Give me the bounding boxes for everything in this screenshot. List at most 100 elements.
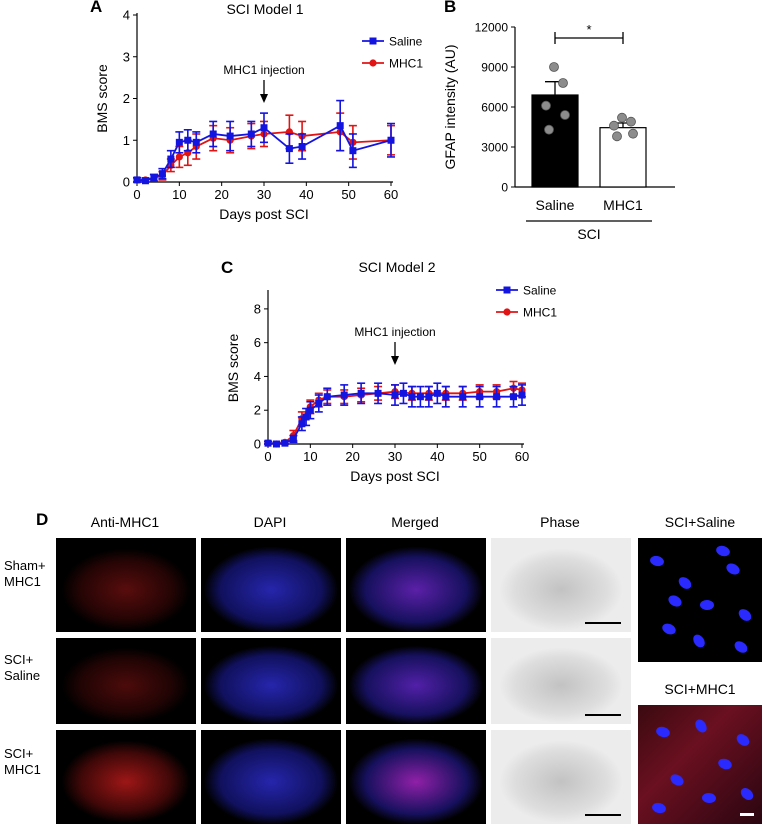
inset-sci-saline (638, 538, 762, 662)
nucleus (650, 801, 668, 815)
category-label: Saline (536, 197, 575, 213)
data-point (549, 62, 559, 72)
y-tick-label: 0 (254, 437, 261, 452)
nucleus (666, 593, 684, 609)
chart-c: 0 10 20 30 40 50 60 0 2 4 6 8 Days post SCI BMS score… (225, 259, 557, 484)
data-point (167, 155, 175, 163)
col-header-phase: Phase (540, 514, 580, 530)
data-point (518, 391, 526, 399)
chart-a: 0 10 20 30 40 50 60 0 1 2 3 4 Days post SCI BMS score… (94, 1, 423, 222)
data-point (289, 435, 297, 443)
y-tick-label: 8 (254, 301, 261, 316)
data-point (493, 393, 501, 401)
panel-letter-c: C (221, 258, 234, 277)
data-point (442, 393, 450, 401)
col-header-merged: Merged (391, 514, 439, 530)
data-point (298, 143, 306, 151)
micrograph-dapi-row-3 (201, 730, 341, 824)
y-tick-label: 3 (123, 49, 130, 64)
data-point (560, 110, 570, 120)
x-tick-label: 20 (214, 187, 228, 202)
micrograph-merged-row-1 (346, 538, 486, 632)
data-point (609, 120, 619, 131)
scale-bar (585, 622, 621, 624)
significance-star: * (586, 22, 591, 37)
x-tick-label: 10 (172, 187, 186, 202)
y-tick-label: 2 (254, 403, 261, 418)
category-label: MHC1 (603, 197, 643, 213)
inset-sci-mhc1 (638, 705, 762, 824)
x-tick-label: 0 (264, 449, 271, 464)
micrograph-dapi-row-1 (201, 538, 341, 632)
data-point (264, 439, 272, 447)
x-axis-label: Days post SCI (219, 206, 308, 222)
x-tick-label: 20 (345, 449, 359, 464)
data-point (541, 100, 551, 111)
panel-letter-a: A (90, 0, 103, 16)
data-point (340, 391, 348, 399)
row-label-sham-mhc1: Sham+ MHC1 (4, 558, 46, 589)
y-tick-label: 1 (123, 133, 130, 148)
y-axis-label: GFAP intensity (AU) (442, 44, 458, 169)
scale-bar (585, 814, 621, 816)
data-point (416, 393, 424, 401)
data-point (336, 122, 344, 130)
data-point (387, 136, 395, 144)
nucleus (690, 632, 708, 650)
data-point (510, 393, 518, 401)
x-tick-label: 60 (515, 449, 529, 464)
scale-bar (585, 714, 621, 716)
inset-label-sci-saline: SCI+Saline (664, 514, 736, 530)
nucleus (732, 638, 750, 656)
legend-label: Saline (523, 284, 557, 298)
micrograph-anti-mhc1-row-3 (56, 730, 196, 824)
data-point (374, 389, 382, 397)
data-point (544, 124, 554, 135)
data-point (315, 399, 323, 407)
legend-marker (503, 286, 511, 294)
series-saline (133, 99, 395, 185)
annotation-label: MHC1 injection (354, 325, 435, 339)
group-label: SCI (577, 226, 600, 242)
x-tick-label: 30 (388, 449, 402, 464)
data-point (175, 138, 183, 146)
x-tick-label: 50 (341, 187, 355, 202)
y-tick-label: 9000 (481, 61, 508, 75)
nucleus (649, 554, 665, 568)
nucleus (668, 772, 686, 788)
y-tick-label: 4 (123, 8, 130, 23)
data-point (558, 78, 568, 88)
data-point (323, 393, 331, 401)
x-tick-label: 40 (299, 187, 313, 202)
nucleus (714, 544, 732, 558)
row-label-sci-mhc1: SCI+ MHC1 (4, 746, 41, 777)
y-tick-label: 3000 (481, 141, 508, 155)
legend-marker (369, 37, 377, 45)
data-point (349, 147, 357, 155)
col-header-anti-mhc1: Anti-MHC1 (90, 514, 160, 530)
series-saline (264, 382, 526, 448)
data-point (285, 145, 293, 153)
data-point (209, 130, 217, 138)
micrograph-anti-mhc1-row-2 (56, 638, 196, 724)
data-point (192, 138, 200, 146)
nucleus (699, 599, 715, 611)
nucleus (701, 792, 717, 804)
data-point (476, 393, 484, 401)
col-header-dapi: DAPI (253, 514, 287, 530)
y-tick-label: 2 (123, 91, 130, 106)
x-tick-label: 60 (384, 187, 398, 202)
nucleus (654, 725, 672, 739)
data-point (425, 393, 433, 401)
legend-label: MHC1 (389, 57, 423, 71)
data-point (433, 389, 441, 397)
data-point (281, 439, 289, 447)
data-point (175, 153, 183, 161)
bar-saline (531, 94, 579, 188)
data-point (617, 112, 627, 123)
chart-title: SCI Model 2 (358, 259, 435, 275)
y-axis-label: BMS score (225, 334, 241, 403)
data-point (158, 170, 166, 178)
nucleus (736, 606, 754, 624)
inset-scale-bar (740, 813, 754, 816)
